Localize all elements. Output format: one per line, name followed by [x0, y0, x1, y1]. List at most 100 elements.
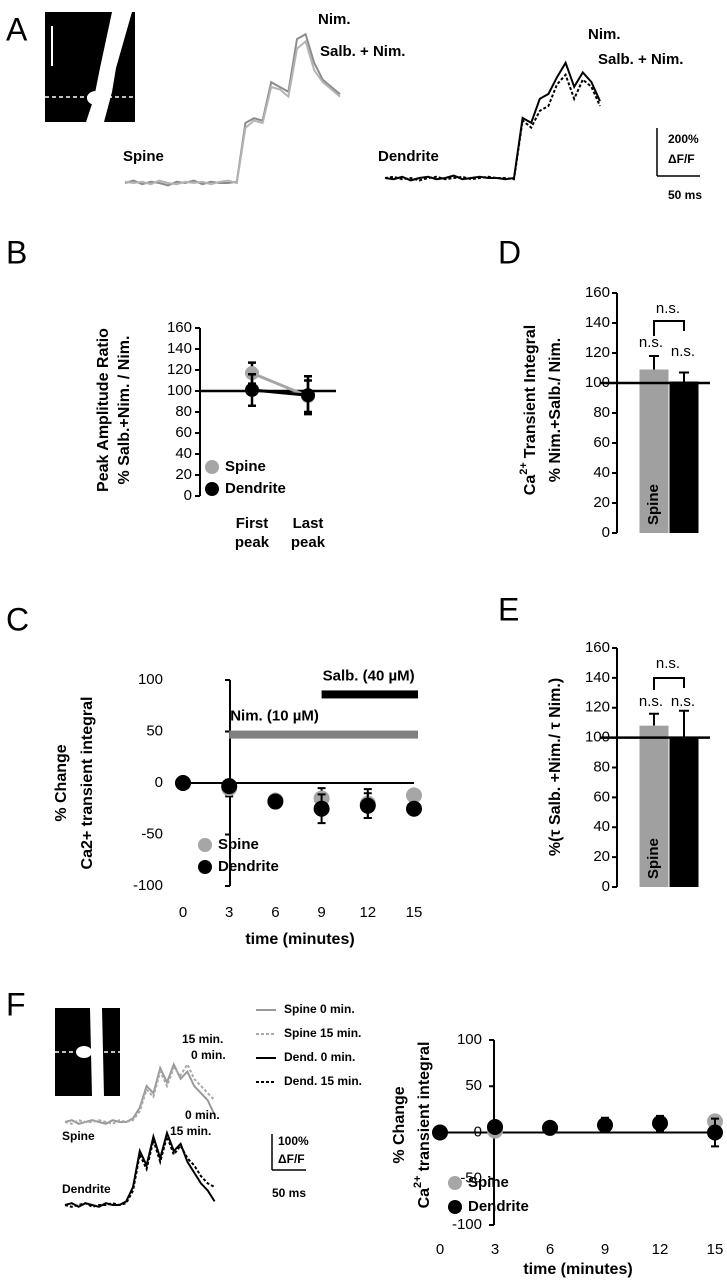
x-tick-label: peak	[291, 534, 326, 551]
x-tick-label: 3	[225, 904, 233, 921]
x-tick-label: 0	[179, 904, 187, 921]
y-axis-label-part: Transient Integral	[522, 325, 539, 458]
panel-letter: B	[6, 234, 27, 270]
trace	[64, 1129, 216, 1208]
point	[406, 787, 422, 804]
legend-label: Spine 15 min.	[284, 1026, 361, 1040]
x-tick-label: 6	[271, 904, 279, 921]
y-tick-label: 140	[585, 669, 610, 686]
bar-label: Spine	[645, 484, 662, 525]
panel-letter: E	[498, 591, 519, 627]
y-tick-label: 50	[146, 722, 163, 739]
point	[175, 775, 191, 791]
annotation: n.s.	[671, 343, 695, 360]
point	[301, 388, 315, 403]
y-tick-label: 0	[184, 487, 192, 504]
y-tick-label: 0	[155, 774, 163, 791]
trace	[384, 60, 601, 182]
annotation: n.s.	[671, 693, 695, 710]
x-tick-label: 12	[652, 1241, 669, 1258]
y-tick-label: 60	[175, 424, 192, 441]
y-tick-label: 20	[593, 848, 610, 865]
trace	[64, 1062, 216, 1125]
legend-label: Dendrite	[468, 1198, 529, 1215]
y-tick-label: 140	[167, 340, 192, 357]
y-tick-label: 0	[602, 524, 610, 541]
y-tick-label: 160	[167, 319, 192, 336]
trace	[384, 72, 601, 182]
y-tick-label: 0	[602, 878, 610, 895]
y-tick-label: -50	[460, 1170, 482, 1187]
trace-series-label: Nim.	[588, 26, 621, 43]
y-tick-label: 40	[593, 464, 610, 481]
y-axis-label: Ca2+ transient integral	[79, 697, 96, 870]
significance-bracket	[653, 677, 685, 690]
series-line	[251, 388, 309, 397]
point	[406, 800, 422, 817]
x-tick-label: peak	[235, 534, 270, 551]
bar	[669, 737, 699, 887]
y-axis-label: % Change	[53, 744, 70, 821]
y-tick-label: 80	[175, 403, 192, 420]
y-axis-label: % Nim.+Salb./ Nim.	[547, 338, 564, 482]
treatment-label: Nim. (10 µM)	[230, 708, 319, 725]
x-tick-label: First	[236, 515, 269, 532]
trace	[64, 1061, 216, 1125]
y-tick-label: 100	[138, 671, 163, 688]
scale-bar-x-label: 50 ms	[668, 188, 702, 202]
legend-label: Dendrite	[225, 480, 286, 497]
panel-letter: A	[6, 11, 28, 47]
y-axis-label-part: Peak Amplitude Ratio	[95, 328, 112, 492]
x-tick-label: 3	[491, 1241, 499, 1258]
x-tick-label: 9	[317, 904, 325, 921]
x-tick-label: 15	[406, 904, 423, 921]
trace-series-label: 15 min.	[182, 1032, 223, 1046]
trace-label: Dendrite	[378, 148, 439, 165]
inset-image-a	[45, 12, 135, 122]
point	[597, 1117, 613, 1134]
legend-label: Spine	[225, 458, 266, 475]
y-axis-label: Peak Amplitude Ratio	[95, 328, 112, 492]
bar-label: Dendrite	[675, 464, 692, 525]
y-tick-label: 160	[585, 284, 610, 301]
y-tick-label: 100	[585, 729, 610, 746]
y-tick-label: 160	[585, 639, 610, 656]
y-tick-label: 100	[167, 382, 192, 399]
legend-marker	[198, 838, 212, 852]
x-axis-label: time (minutes)	[245, 931, 354, 948]
treatment-period	[229, 730, 418, 739]
x-tick-label: 12	[359, 904, 376, 921]
x-tick-label: 15	[707, 1241, 724, 1258]
scale-bar-y-unit: ΔF/F	[278, 1152, 305, 1166]
y-axis-label: % Change	[391, 1086, 408, 1163]
y-axis-label-part: 2+	[518, 462, 530, 475]
point	[487, 1118, 503, 1135]
bar	[639, 369, 669, 533]
y-axis-label-part: 2+	[412, 1175, 424, 1188]
spine-shape	[87, 91, 105, 105]
y-axis-label: %(τ Salb. +Nim./ τ Nim.)	[547, 678, 564, 856]
annotation: n.s.	[639, 693, 663, 710]
point	[221, 778, 238, 795]
y-tick-label: 50	[465, 1077, 482, 1094]
legend-marker	[205, 460, 219, 474]
error-bar	[649, 712, 659, 726]
bar-label: Dendrite	[675, 818, 692, 879]
y-axis-label: Ca2+ transient integral	[412, 1042, 433, 1209]
error-bar	[679, 371, 689, 382]
y-tick-label: 100	[457, 1031, 482, 1048]
x-tick-label: 0	[436, 1241, 444, 1258]
image-scale-label: 1 µm	[58, 36, 93, 53]
point	[707, 1124, 723, 1141]
legend-label: Dend. 15 min.	[284, 1074, 362, 1088]
y-tick-label: -50	[141, 825, 163, 842]
annotation: n.s.	[639, 334, 663, 351]
legend-marker	[448, 1200, 462, 1214]
y-axis-label-part: % Nim.+Salb./ Nim.	[547, 338, 564, 482]
y-axis-label: % Salb.+Nim. / Nim.	[116, 336, 133, 485]
y-tick-label: 40	[593, 818, 610, 835]
trace-series-label: 0 min.	[185, 1108, 220, 1122]
treatment-period	[321, 690, 418, 699]
trace-series-label: Nim.	[318, 11, 351, 28]
